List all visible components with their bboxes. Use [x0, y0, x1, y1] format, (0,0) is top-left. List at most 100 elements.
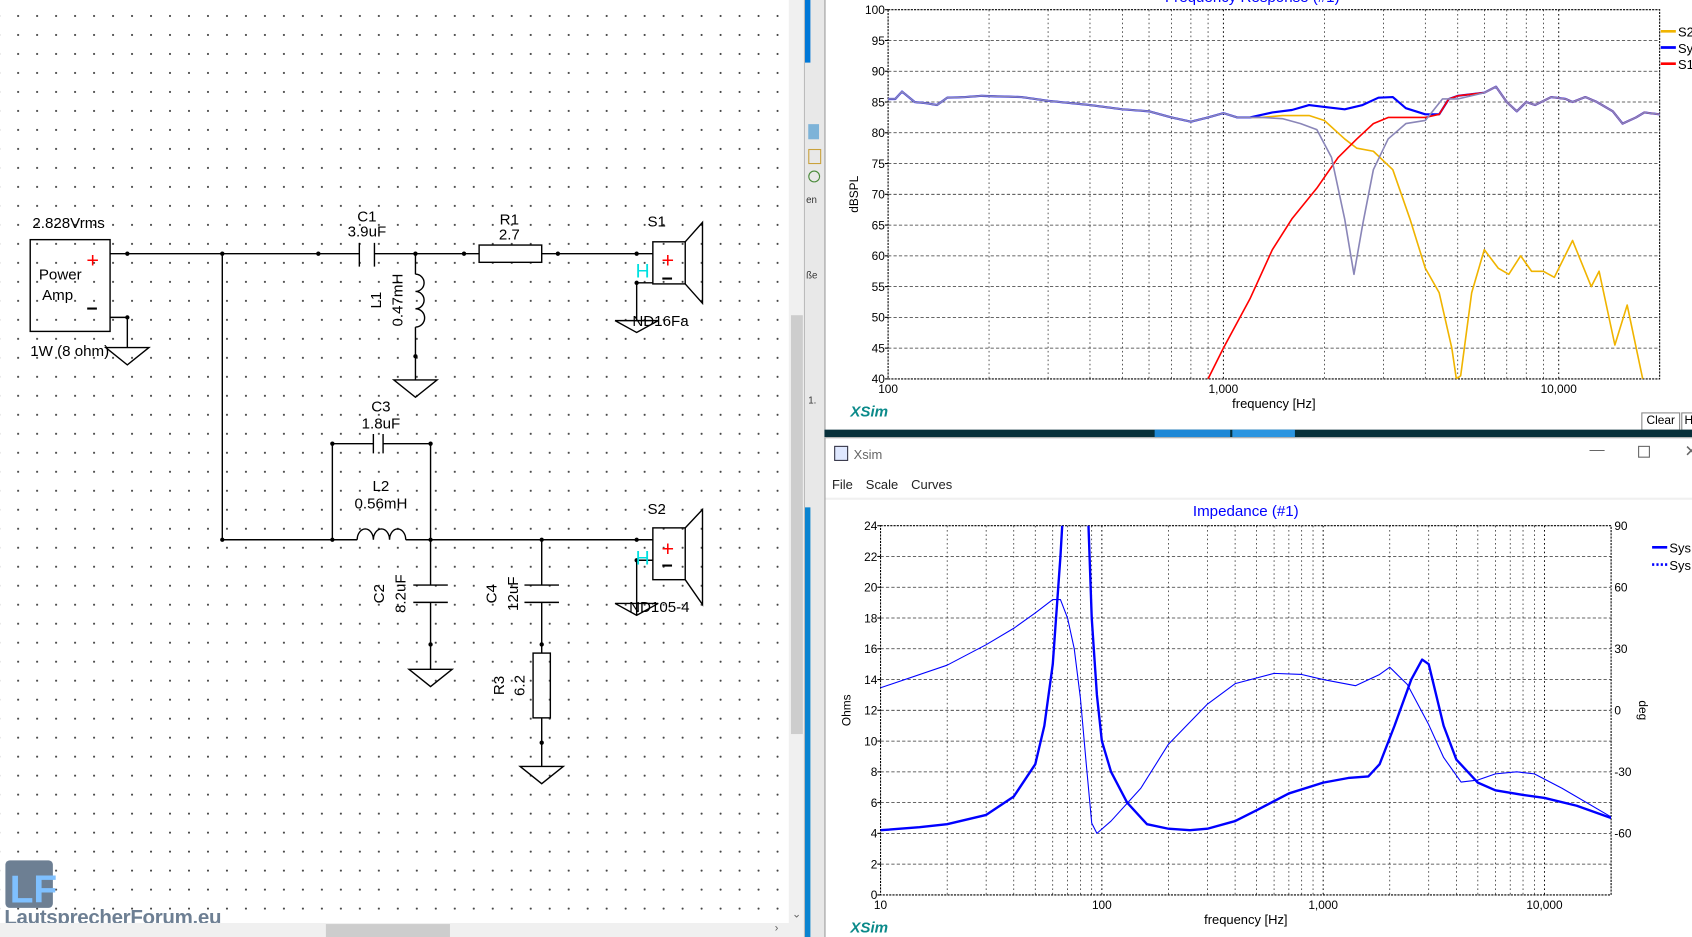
forum-logo: LF: [5, 860, 57, 911]
y-tick-label: 50: [872, 311, 886, 325]
r3-value: 6.2: [511, 675, 528, 696]
plot-frame: [887, 9, 1661, 380]
minus-terminal: −: [86, 298, 97, 320]
horizontal-scrollbar-thumb[interactable]: [325, 924, 450, 937]
s2-minus: −: [661, 555, 672, 577]
capacitor-c3: [372, 433, 384, 454]
series-line-sys-1: [880, 599, 1612, 834]
y2-axis-label: deg: [1636, 700, 1650, 720]
y-tick-label: 12: [864, 704, 877, 718]
xsim-logo: XSim: [850, 402, 889, 420]
y-tick-label: 90: [872, 65, 886, 79]
y-tick-label: 40: [872, 372, 886, 386]
settings-icon: [808, 170, 821, 183]
menu-file[interactable]: File: [831, 477, 853, 493]
menu-scale[interactable]: Scale: [865, 477, 899, 493]
c1-value: 3.9uF: [348, 223, 387, 240]
legend-label: Sys: [1669, 558, 1691, 573]
speaker-s1[interactable]: [652, 241, 686, 285]
y-tick-label: 60: [872, 249, 886, 263]
resistor-r1[interactable]: [478, 244, 543, 264]
l1-value: 0.47mH: [390, 274, 407, 327]
c2-name: C2: [371, 584, 388, 603]
x-axis-label: frequency [Hz]: [1204, 912, 1287, 927]
x-tick-label: 100: [1092, 898, 1112, 912]
ground-symbol: [518, 765, 566, 785]
inductor-l2: [356, 528, 407, 540]
y-tick-label: 45: [872, 341, 886, 355]
schematic-drawing: 2.828Vrms Power Amp + − 1W (8 ohm) C1 3.…: [5, 208, 704, 911]
ground-symbol: [103, 346, 151, 366]
taskbar-item[interactable]: [1154, 429, 1231, 438]
close-button[interactable]: ✕: [1684, 442, 1692, 461]
ground-symbol: [391, 379, 440, 399]
edit-icon: [808, 148, 822, 165]
y-axis-label: dBSPL: [847, 175, 861, 212]
y2-tick-label: 60: [1614, 581, 1628, 595]
capacitor-c4: [524, 584, 559, 604]
ground-symbol: [406, 668, 455, 688]
legend-label: Sys: [1669, 541, 1691, 556]
minimize-button[interactable]: —: [1589, 440, 1605, 458]
junction-dots: [125, 251, 639, 745]
speaker-s2[interactable]: [652, 527, 686, 581]
plus-terminal: +: [86, 248, 99, 273]
taskbar-item[interactable]: [1232, 429, 1295, 438]
y-tick-label: 14: [864, 673, 878, 687]
y-tick-label: 16: [864, 642, 878, 656]
frequency-response-window: 40 45 50 55 60 65 70 75 80 85 90 95 100 100 1,000 10,00…: [824, 0, 1692, 431]
y-tick-label: 2: [871, 857, 878, 871]
scroll-down-arrow-icon[interactable]: ⌄: [792, 908, 802, 921]
maximize-button[interactable]: [1638, 445, 1650, 458]
y-tick-label: 80: [872, 126, 886, 140]
strip-text: en: [806, 194, 817, 206]
speaker-s1-cone: [684, 220, 704, 306]
s1-minus: −: [661, 268, 672, 290]
y2-tick-label: -60: [1614, 827, 1632, 841]
r1-name: R1: [500, 212, 519, 229]
l1-name: L1: [368, 292, 385, 309]
capacitor-c1: [358, 242, 376, 267]
c2-value: 8.2uF: [393, 574, 410, 613]
ground-symbol: [614, 602, 659, 617]
source-power: 1W (8 ohm): [30, 343, 109, 360]
xsim-app-icon: [834, 445, 849, 461]
power-amp-block[interactable]: [29, 238, 111, 333]
frequency-response-chart: 40 45 50 55 60 65 70 75 80 85 90 95 100 100 1,000 10,00…: [847, 0, 1692, 411]
y-tick-label: 95: [872, 34, 886, 48]
s1-name: S1: [647, 214, 665, 231]
l2-value: 0.56mH: [354, 495, 407, 512]
y-tick-label: 85: [872, 95, 886, 109]
r1-value: 2.7: [499, 227, 520, 244]
resistor-r3[interactable]: [532, 652, 552, 719]
x-tick-label: 10,000: [1541, 382, 1578, 396]
s2-model: ND105-4: [629, 599, 689, 616]
c3-name: C3: [371, 398, 390, 415]
source-label: Amp: [42, 287, 73, 304]
y2-tick-label: -30: [1614, 765, 1632, 779]
y-tick-label: 8: [871, 765, 878, 779]
scroll-right-arrow-icon[interactable]: ›: [774, 922, 779, 935]
document-icon: [808, 124, 820, 140]
vertical-scrollbar-thumb[interactable]: [790, 315, 803, 735]
y-tick-label: 75: [872, 157, 886, 171]
xsim-logo: XSim: [850, 918, 889, 936]
s1-model: ND16Fa: [632, 313, 689, 330]
logo-letters: LF: [10, 868, 57, 911]
s2-name: S2: [647, 501, 665, 518]
inductor-l1: [415, 273, 426, 328]
y-tick-label: 100: [865, 3, 885, 17]
c4-name: C4: [483, 584, 500, 603]
c3-value: 1.8uF: [362, 416, 401, 433]
plot-frame: [880, 525, 1612, 896]
x-tick-label: 1,000: [1209, 382, 1239, 396]
y-tick-label: 4: [871, 827, 878, 841]
y2-tick-label: 30: [1614, 642, 1628, 656]
y2-tick-label: 0: [1614, 704, 1621, 718]
y-tick-label: 65: [872, 218, 886, 232]
y2-tick-label: 90: [1614, 519, 1628, 533]
menu-curves[interactable]: Curves: [911, 477, 953, 493]
source-voltage: 2.828Vrms: [32, 215, 105, 232]
x-tick-label: 100: [878, 382, 898, 396]
